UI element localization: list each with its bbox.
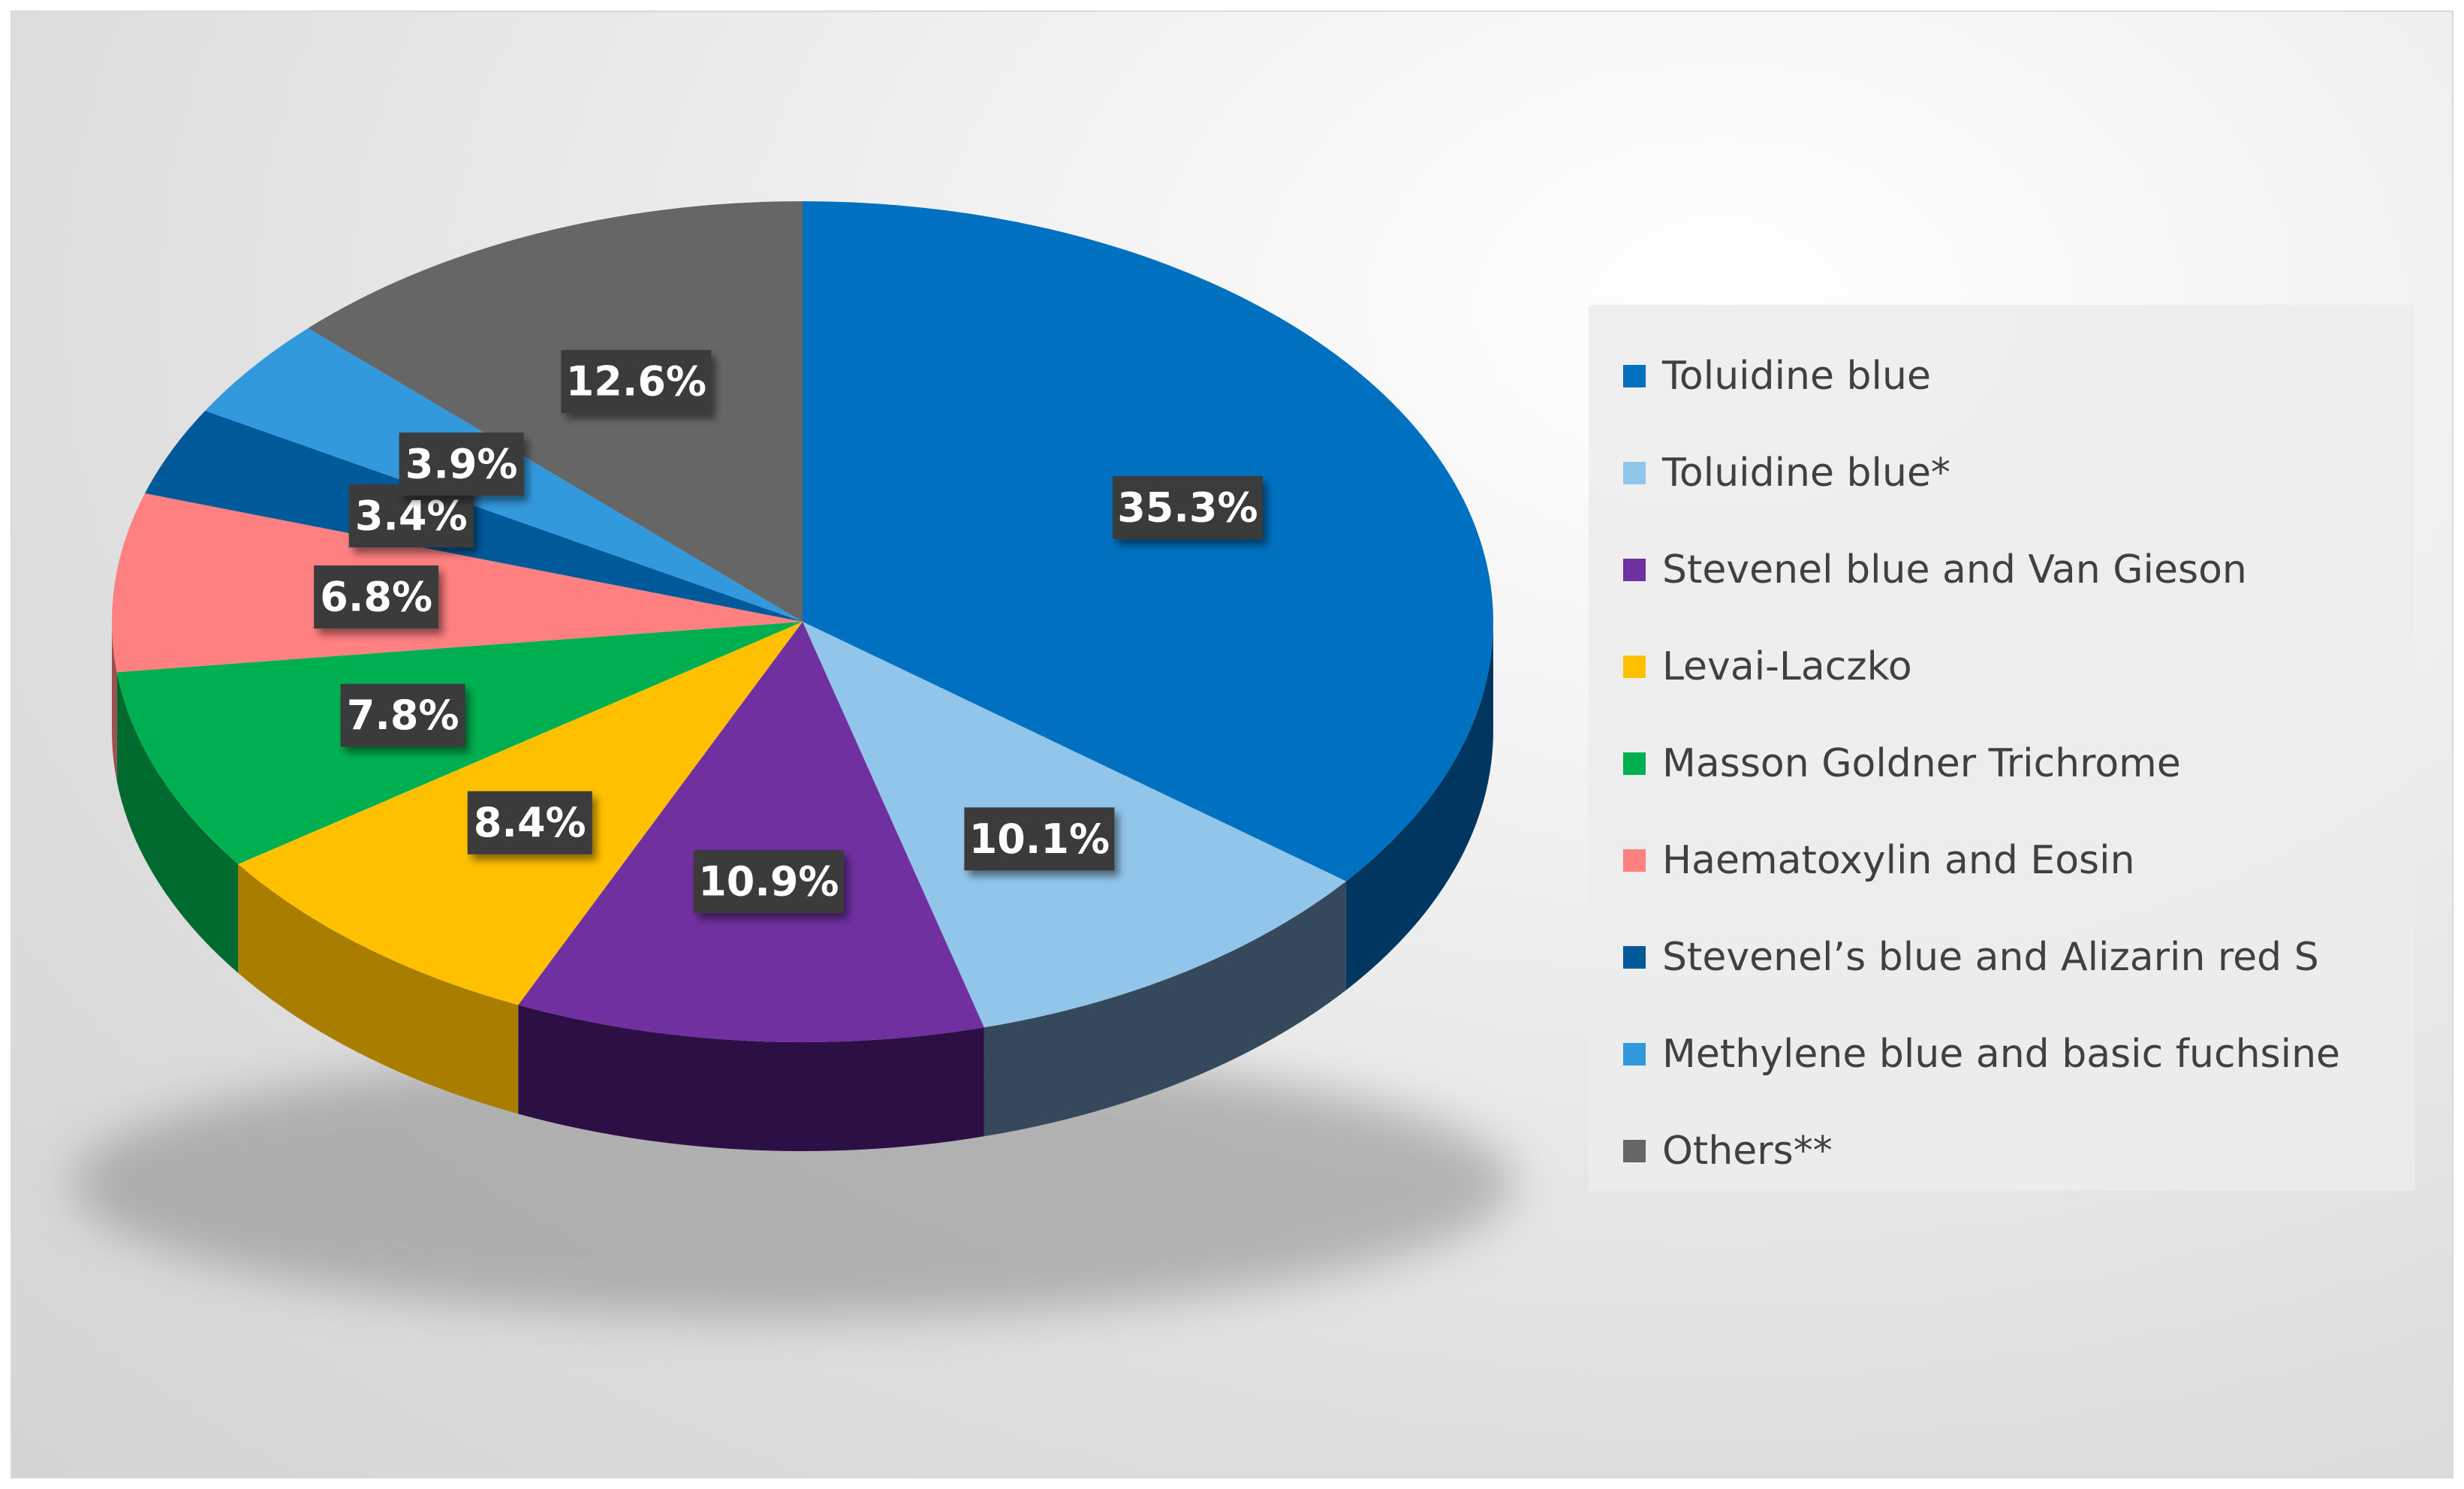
pie-chart: 35.3% 10.1% 10.9% 8.4% 7.8% 6.8% 3.4% 3.9% 12.6% [72,201,1514,1319]
data-label-text: 35.3% [1117,484,1258,532]
pie-side-toluidine-blue [983,881,1346,1137]
pie-slice-stevenel-blue-and-van-gieson [518,622,984,1042]
legend-swatch [1623,1139,1646,1162]
pie-side-haematoxylin-and-eosin [112,622,117,782]
legend-item-masson-goldner-trichrome: Masson Goldner Trichrome [1623,715,2414,812]
data-label-toluidine-blue: 35.3% [1112,476,1263,540]
pie-slice-stevenel-s-blue-and-alizarin-red-s [144,410,803,622]
pie-side-toluidine-blue [1345,622,1493,990]
chart-figure: 35.3% 10.1% 10.9% 8.4% 7.8% 6.8% 3.4% 3.9% 12.6%… [11,11,2453,1478]
legend-swatch [1623,364,1646,387]
legend-swatch [1623,655,1646,678]
legend-label: Masson Goldner Trichrome [1662,740,2181,786]
legend-label: Levai-Laczko [1662,644,1912,689]
data-label-text: 12.6% [566,358,706,405]
legend-swatch [1623,848,1646,872]
pie-side-levai-laczko [238,864,519,1114]
legend-item-others: Others** [1623,1102,2414,1199]
data-label-levai-laczko: 8.4% [467,791,592,855]
data-label-text: 6.8% [320,574,432,621]
legend-swatch [1623,752,1646,775]
legend-label: Stevenel blue and Van Gieson [1662,547,2247,592]
legend-label: Stevenel’s blue and Alizarin red S [1662,934,2319,980]
data-label-text: 10.1% [969,815,1110,863]
pie-sides [112,622,1493,1152]
data-label-text: 10.9% [698,858,839,906]
legend-label: Methylene blue and basic fuchsine [1662,1031,2341,1077]
legend-item-stevenel-s-blue-and-alizarin-red-s: Stevenel’s blue and Alizarin red S [1623,909,2414,1005]
pie-side-masson-goldner-trichrome [116,672,239,973]
legend-swatch [1623,558,1646,581]
data-label-box [964,807,1115,871]
pie-slice-toluidine-blue [803,201,1493,882]
pie-slice-others [308,201,803,622]
data-label-box [314,565,439,629]
pie-slice-haematoxylin-and-eosin [112,493,803,673]
legend-item-levai-laczko: Levai-Laczko [1623,618,2414,715]
legend-label: Haematoxylin and Eosin [1662,837,2135,883]
pie-floor-shadow [72,1048,1514,1319]
pie-data-labels: 35.3% 10.1% 10.9% 8.4% 7.8% 6.8% 3.4% 3.9% 12.6% [314,350,1263,914]
pie-side-stevenel-blue-and-van-gieson [518,1005,984,1152]
legend-label: Toluidine blue [1662,353,1931,399]
data-label-box [1112,476,1263,540]
legend-item-stevenel-blue-and-van-gieson: Stevenel blue and Van Gieson [1623,521,2414,618]
legend-item-toluidine-blue: Toluidine blue [1623,327,2414,424]
data-label-box [693,850,844,914]
data-label-methylene-blue-and-basic-fuchsine: 3.9% [399,433,524,496]
data-label-text: 3.9% [405,441,518,488]
data-label-toluidine-blue: 10.1% [964,807,1115,871]
data-label-masson-goldner-trichrome: 7.8% [340,683,465,747]
data-label-text: 3.4% [355,493,468,540]
data-label-stevenel-blue-and-van-gieson: 10.9% [693,850,844,914]
data-label-text: 8.4% [474,799,586,846]
legend-label: Others** [1662,1128,1833,1174]
legend: Toluidine blue Toluidine blue* Stevenel bl… [1589,305,2414,1191]
data-label-box [467,791,592,855]
data-label-box [340,683,465,747]
data-label-haematoxylin-and-eosin: 6.8% [314,565,439,629]
legend-swatch [1623,945,1646,969]
legend-item-haematoxylin-and-eosin: Haematoxylin and Eosin [1623,812,2414,909]
legend-swatch [1623,1042,1646,1066]
data-label-others: 12.6% [561,350,712,414]
legend-item-methylene-blue-and-basic-fuchsine: Methylene blue and basic fuchsine [1623,1005,2414,1102]
data-label-box [561,350,712,414]
legend-swatch [1623,461,1646,484]
legend-label: Toluidine blue* [1662,450,1950,496]
legend-item-toluidine-blue: Toluidine blue* [1623,424,2414,521]
data-label-box [399,433,524,496]
data-label-text: 7.8% [347,692,459,739]
